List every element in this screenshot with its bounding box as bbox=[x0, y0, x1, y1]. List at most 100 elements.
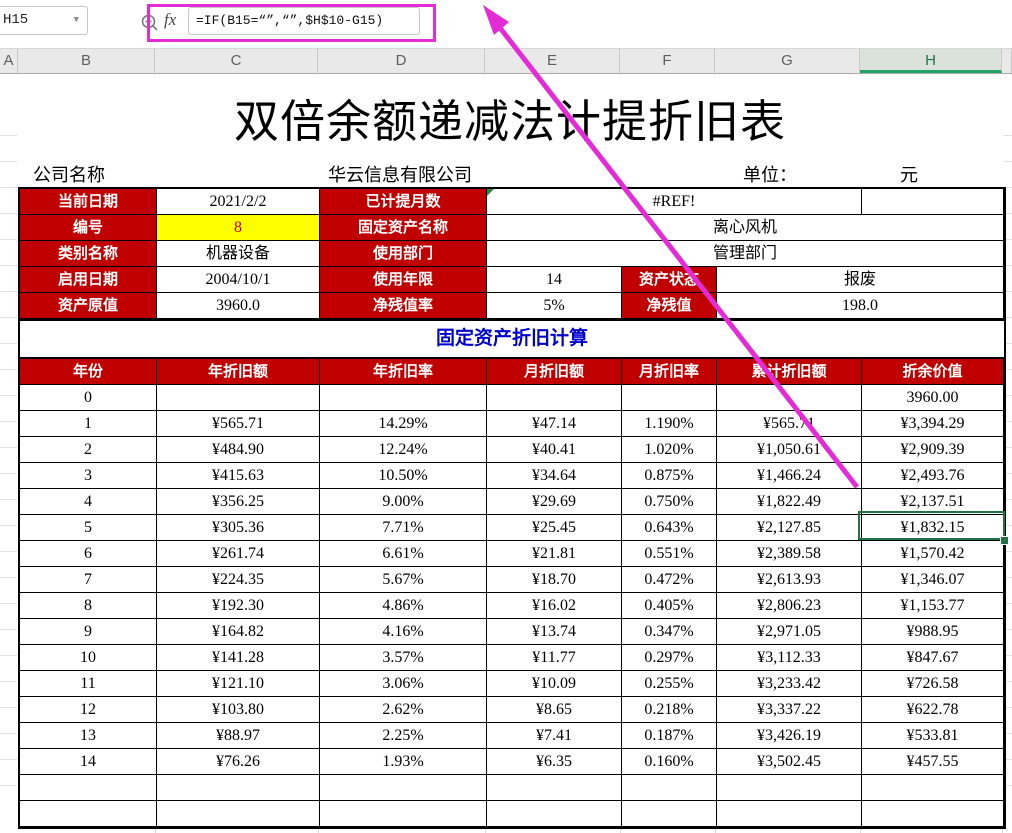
table-data-cell[interactable]: ¥47.14 bbox=[487, 411, 622, 437]
table-data-cell[interactable]: ¥16.02 bbox=[487, 593, 622, 619]
table-data-cell[interactable]: ¥34.64 bbox=[487, 463, 622, 489]
table-data-cell[interactable] bbox=[487, 385, 622, 411]
table-data-cell[interactable]: 0.187% bbox=[622, 723, 717, 749]
year-cell[interactable]: 7 bbox=[20, 567, 157, 593]
table-data-cell[interactable]: ¥3,337.22 bbox=[717, 697, 862, 723]
table-data-cell[interactable]: 0.255% bbox=[622, 671, 717, 697]
table-data-cell[interactable]: ¥533.81 bbox=[862, 723, 1004, 749]
info-label-cell[interactable]: 资产原值 bbox=[20, 293, 157, 319]
info-value-cell[interactable]: 8 bbox=[157, 215, 320, 241]
fill-handle[interactable] bbox=[1000, 536, 1009, 545]
company-name[interactable]: 华云信息有限公司 bbox=[328, 165, 472, 185]
info-value-cell[interactable]: 3960.0 bbox=[157, 293, 320, 319]
table-data-cell[interactable]: ¥415.63 bbox=[157, 463, 320, 489]
table-data-cell[interactable]: 1.020% bbox=[622, 437, 717, 463]
year-cell[interactable] bbox=[20, 775, 157, 801]
table-data-cell[interactable]: ¥13.74 bbox=[487, 619, 622, 645]
year-cell[interactable]: 2 bbox=[20, 437, 157, 463]
table-data-cell[interactable]: 4.86% bbox=[320, 593, 487, 619]
table-data-cell[interactable] bbox=[157, 775, 320, 801]
info-label-cell[interactable]: 编号 bbox=[20, 215, 157, 241]
table-data-cell[interactable]: ¥1,153.77 bbox=[862, 593, 1004, 619]
table-data-cell[interactable] bbox=[717, 801, 862, 827]
table-data-cell[interactable]: 0.875% bbox=[622, 463, 717, 489]
table-header-cell[interactable]: 月折旧额 bbox=[487, 359, 622, 385]
table-data-cell[interactable]: ¥25.45 bbox=[487, 515, 622, 541]
column-header-A[interactable]: A bbox=[0, 49, 18, 73]
table-data-cell[interactable]: ¥18.70 bbox=[487, 567, 622, 593]
table-data-cell[interactable]: 4.16% bbox=[320, 619, 487, 645]
year-cell[interactable]: 6 bbox=[20, 541, 157, 567]
unit-label[interactable]: 单位： bbox=[743, 165, 797, 185]
table-data-cell[interactable]: ¥29.69 bbox=[487, 489, 622, 515]
year-cell[interactable]: 10 bbox=[20, 645, 157, 671]
info-label-cell[interactable]: 使用部门 bbox=[320, 241, 487, 267]
table-data-cell[interactable]: ¥7.41 bbox=[487, 723, 622, 749]
table-data-cell[interactable]: 12.24% bbox=[320, 437, 487, 463]
table-data-cell[interactable]: ¥164.82 bbox=[157, 619, 320, 645]
table-data-cell[interactable]: ¥2,971.05 bbox=[717, 619, 862, 645]
table-data-cell[interactable]: 0.160% bbox=[622, 749, 717, 775]
column-header-B[interactable]: B bbox=[18, 49, 155, 73]
year-cell[interactable]: 0 bbox=[20, 385, 157, 411]
year-cell[interactable]: 8 bbox=[20, 593, 157, 619]
table-data-cell[interactable]: ¥6.35 bbox=[487, 749, 622, 775]
table-data-cell[interactable]: ¥1,050.61 bbox=[717, 437, 862, 463]
year-cell[interactable]: 12 bbox=[20, 697, 157, 723]
info-value-cell[interactable]: 管理部门 bbox=[487, 241, 1004, 267]
table-data-cell[interactable]: ¥726.58 bbox=[862, 671, 1004, 697]
table-data-cell[interactable] bbox=[157, 385, 320, 411]
table-data-cell[interactable]: ¥88.97 bbox=[157, 723, 320, 749]
table-data-cell[interactable]: 2.25% bbox=[320, 723, 487, 749]
table-data-cell[interactable]: ¥8.65 bbox=[487, 697, 622, 723]
table-data-cell[interactable]: 1.93% bbox=[320, 749, 487, 775]
info-value-cell[interactable]: 报废 bbox=[717, 267, 1004, 293]
table-data-cell[interactable]: 3.57% bbox=[320, 645, 487, 671]
table-data-cell[interactable]: ¥2,389.58 bbox=[717, 541, 862, 567]
table-data-cell[interactable]: 0.551% bbox=[622, 541, 717, 567]
info-label-cell[interactable]: 启用日期 bbox=[20, 267, 157, 293]
section-title[interactable]: 固定资产折旧计算 bbox=[18, 321, 1006, 357]
table-data-cell[interactable]: ¥224.35 bbox=[157, 567, 320, 593]
info-label-cell[interactable]: 当前日期 bbox=[20, 189, 157, 215]
table-data-cell[interactable]: 2.62% bbox=[320, 697, 487, 723]
table-data-cell[interactable] bbox=[487, 801, 622, 827]
table-data-cell[interactable] bbox=[320, 775, 487, 801]
info-label-cell[interactable]: 类别名称 bbox=[20, 241, 157, 267]
table-data-cell[interactable]: ¥261.74 bbox=[157, 541, 320, 567]
info-value-cell[interactable]: 5% bbox=[487, 293, 622, 319]
table-data-cell[interactable]: ¥1,570.42 bbox=[862, 541, 1004, 567]
table-data-cell[interactable]: ¥2,909.39 bbox=[862, 437, 1004, 463]
table-data-cell[interactable]: ¥2,127.85 bbox=[717, 515, 862, 541]
column-header-D[interactable]: D bbox=[318, 49, 485, 73]
table-data-cell[interactable]: 14.29% bbox=[320, 411, 487, 437]
info-value-cell[interactable]: 14 bbox=[487, 267, 622, 293]
table-data-cell[interactable]: ¥141.28 bbox=[157, 645, 320, 671]
table-data-cell[interactable] bbox=[717, 385, 862, 411]
info-label-cell[interactable]: 固定资产名称 bbox=[320, 215, 487, 241]
table-data-cell[interactable] bbox=[157, 801, 320, 827]
info-value-cell[interactable]: 2021/2/2 bbox=[157, 189, 320, 215]
table-data-cell[interactable]: ¥3,426.19 bbox=[717, 723, 862, 749]
table-data-cell[interactable] bbox=[320, 801, 487, 827]
table-header-cell[interactable]: 月折旧率 bbox=[622, 359, 717, 385]
table-header-cell[interactable]: 年份 bbox=[20, 359, 157, 385]
table-data-cell[interactable]: ¥10.09 bbox=[487, 671, 622, 697]
table-data-cell[interactable]: ¥305.36 bbox=[157, 515, 320, 541]
table-data-cell[interactable]: 10.50% bbox=[320, 463, 487, 489]
name-box-dropdown-icon[interactable]: ▼ bbox=[73, 15, 79, 25]
table-data-cell[interactable]: ¥484.90 bbox=[157, 437, 320, 463]
table-data-cell[interactable]: 0.218% bbox=[622, 697, 717, 723]
table-data-cell[interactable]: ¥76.26 bbox=[157, 749, 320, 775]
unit-value[interactable]: 元 bbox=[900, 165, 918, 185]
table-data-cell[interactable]: ¥356.25 bbox=[157, 489, 320, 515]
year-cell[interactable]: 3 bbox=[20, 463, 157, 489]
table-data-cell[interactable]: ¥21.81 bbox=[487, 541, 622, 567]
table-data-cell[interactable]: ¥1,466.24 bbox=[717, 463, 862, 489]
table-data-cell[interactable]: ¥565.71 bbox=[717, 411, 862, 437]
table-data-cell[interactable]: ¥1,832.15 bbox=[862, 515, 1004, 541]
year-cell[interactable]: 9 bbox=[20, 619, 157, 645]
table-data-cell[interactable] bbox=[622, 775, 717, 801]
info-value-cell[interactable] bbox=[862, 189, 1004, 215]
table-data-cell[interactable]: ¥622.78 bbox=[862, 697, 1004, 723]
